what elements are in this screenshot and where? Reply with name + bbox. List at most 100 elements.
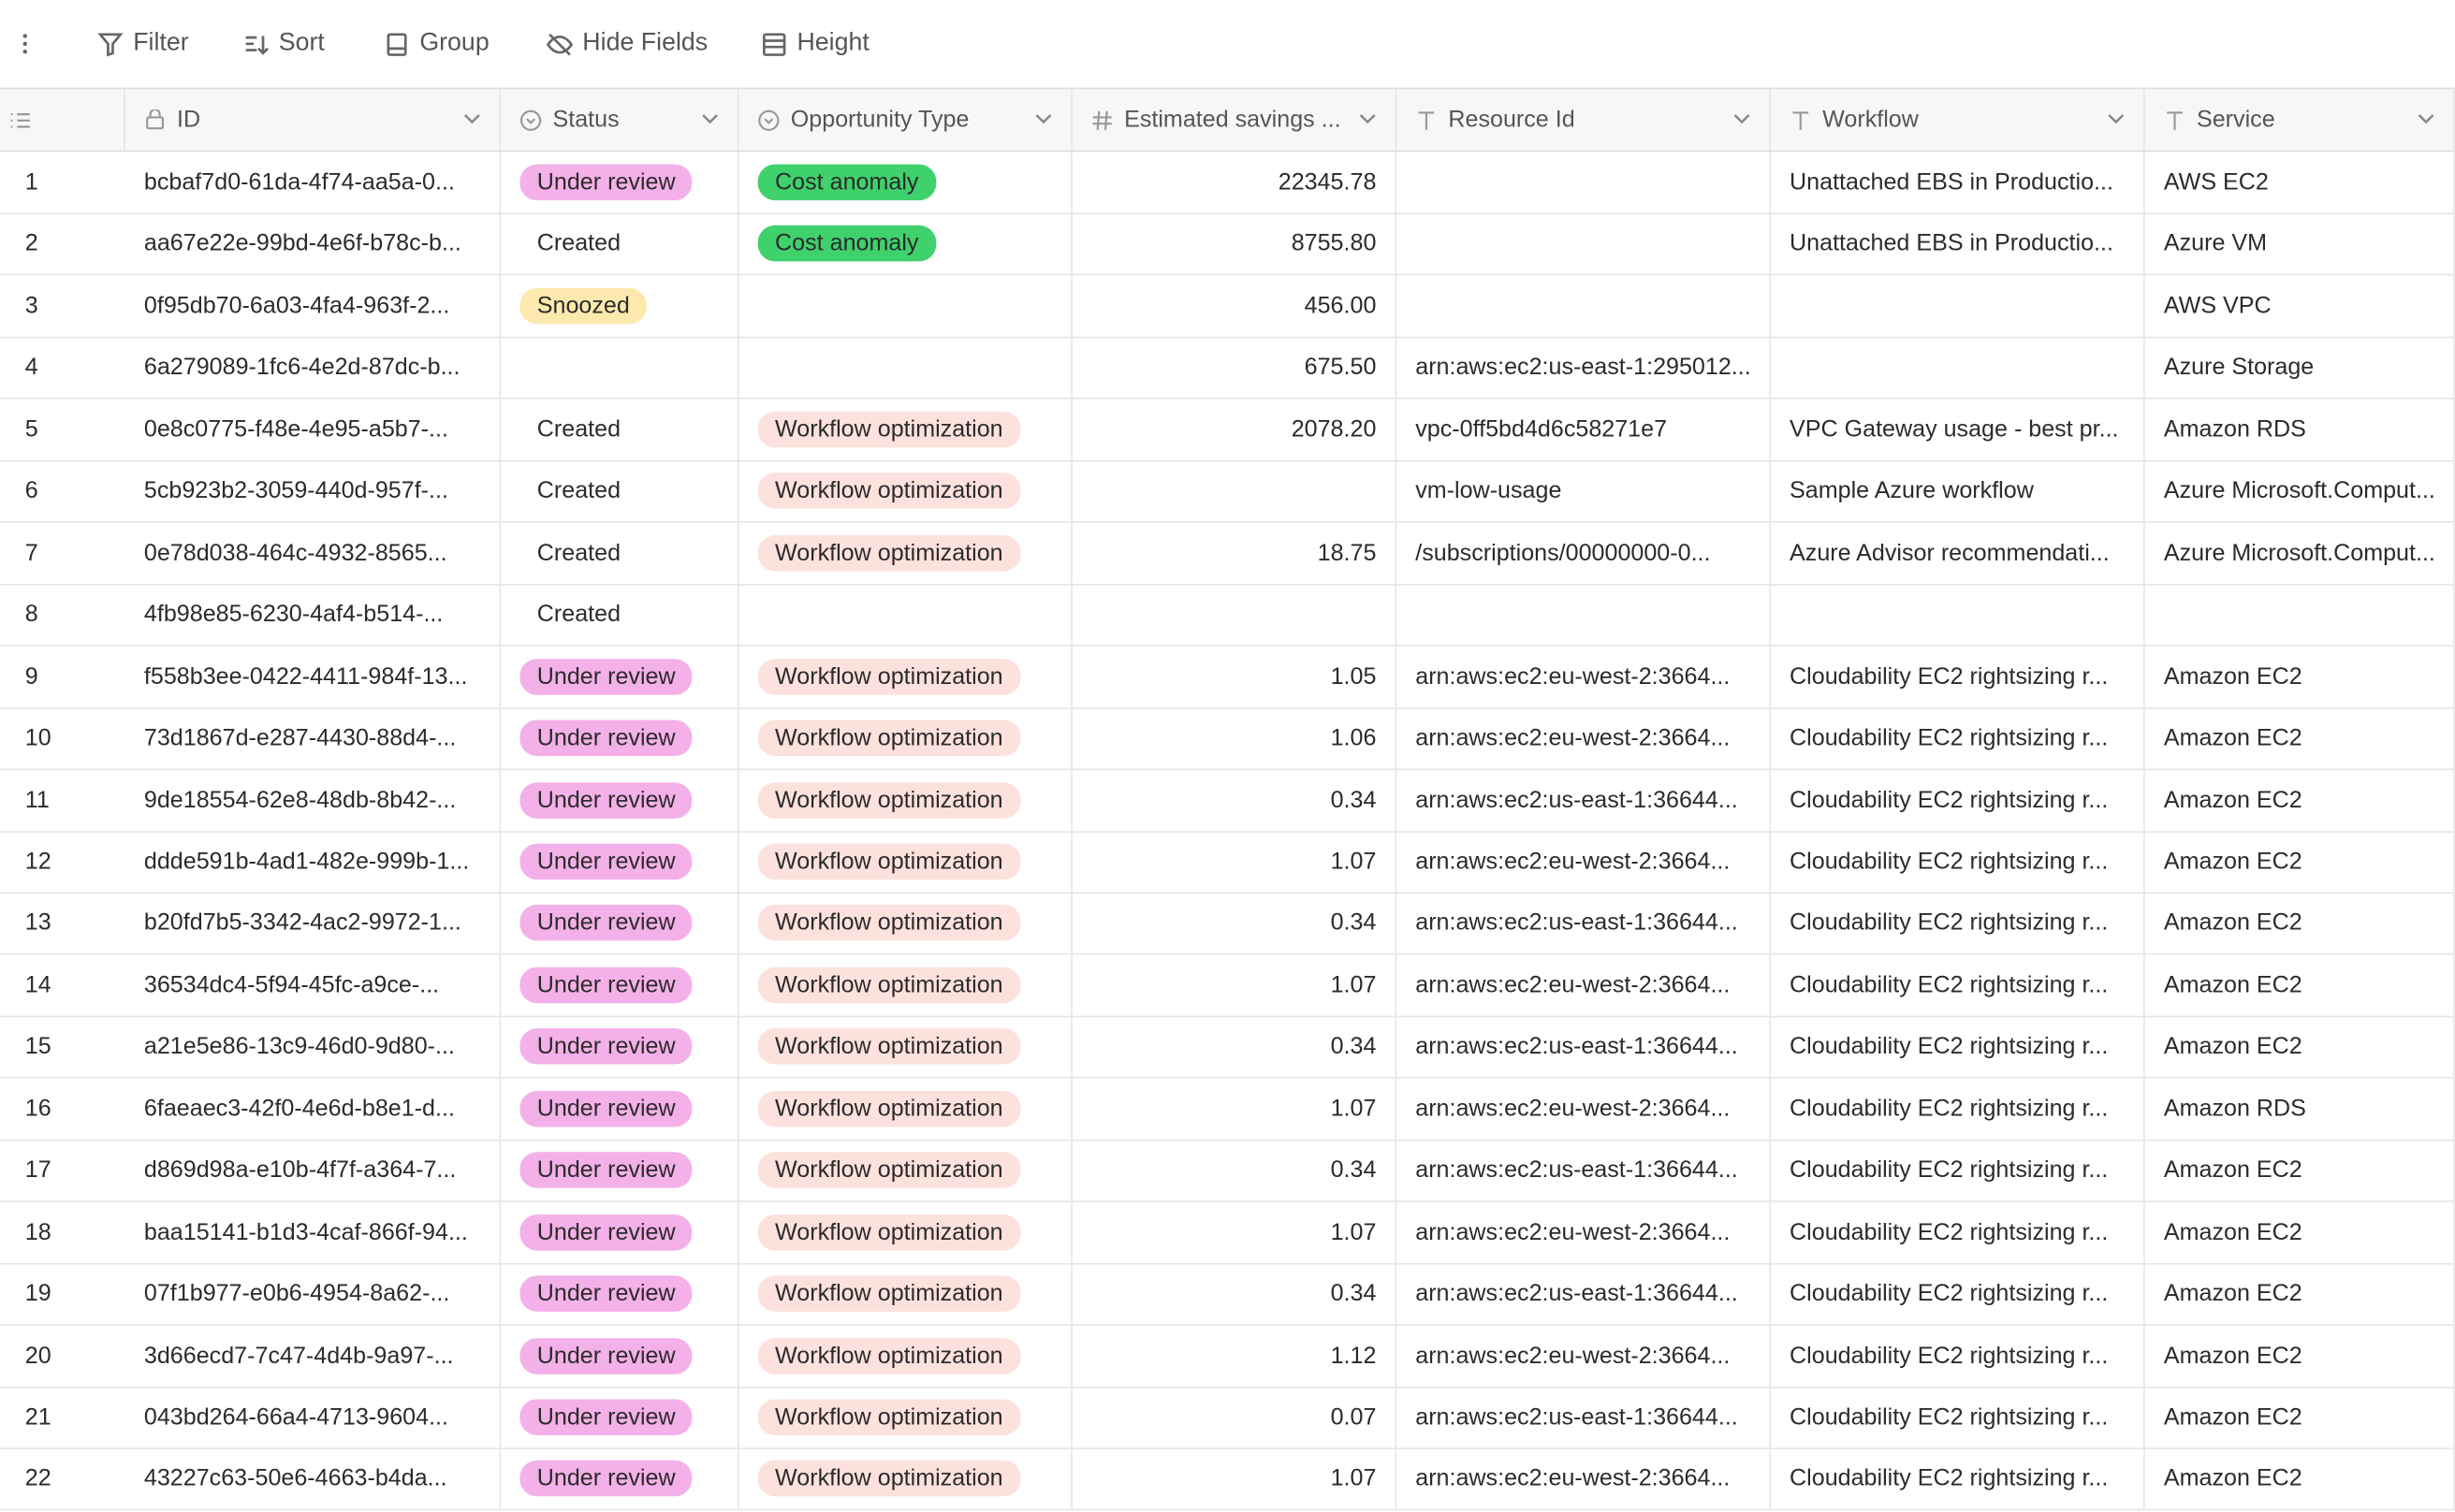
table-row[interactable]: 21 043bd264-66a4-4713-9604... Under review… (0, 1387, 2455, 1450)
column-menu-caret[interactable] (2418, 109, 2434, 126)
table-row[interactable]: 20 3d66ecd7-7c47-4d4b-9a97-... Under revie… (0, 1325, 2455, 1388)
status-tag: Under review (519, 720, 694, 757)
column-menu-caret[interactable] (2108, 109, 2125, 126)
table-row[interactable]: 15 a21e5e86-13c9-46d0-9d80-... Under revie… (0, 1016, 2455, 1080)
field-type-icon (146, 109, 165, 129)
workflow-text: Sample Azure workflow (1790, 477, 2034, 505)
savings-text: 18.75 (1317, 539, 1377, 567)
height-button[interactable]: Height (761, 28, 869, 59)
table-row[interactable]: 18 baa15141-b1d3-4caf-866f-94... Under rev… (0, 1201, 2455, 1265)
column-header[interactable]: ID (125, 89, 502, 151)
id-text: a21e5e86-13c9-46d0-9d80-... (143, 1033, 455, 1061)
workflow-cell: VPC Gateway usage - best pr... (1771, 399, 2145, 460)
type-tag: Workflow optimization (757, 843, 1021, 880)
table-row[interactable]: 2 aa67e22e-99bd-4e6f-b78c-b... Created Cost… (0, 213, 2455, 277)
status-tag: Under review (519, 967, 694, 1004)
id-cell: 0e8c0775-f48e-4e95-a5b7-... (125, 399, 502, 460)
savings-cell: 18.75 (1073, 522, 1397, 584)
id-cell: 07f1b977-e0b6-4954-8a62-... (125, 1263, 502, 1325)
table-row[interactable]: 11 9de18554-62e8-48db-8b42-... Under revie… (0, 769, 2455, 833)
column-menu-caret[interactable] (1035, 109, 1052, 126)
column-title: Service (2196, 106, 2275, 134)
column-header[interactable]: Status (501, 89, 739, 151)
savings-text: 1.07 (1330, 1465, 1377, 1492)
type-cell: Workflow optimization (739, 522, 1073, 584)
savings-text: 0.34 (1330, 1033, 1377, 1061)
savings-text: 1.07 (1330, 1095, 1377, 1123)
table-row[interactable]: 17 d869d98a-e10b-4f7f-a364-7... Under revi… (0, 1140, 2455, 1203)
column-header[interactable]: Workflow (1771, 89, 2145, 151)
savings-cell: 1.07 (1073, 1201, 1397, 1263)
table-row[interactable]: 14 36534dc4-5f94-45fc-a9ce-... Under revie… (0, 954, 2455, 1018)
table-row[interactable]: 8 4fb98e85-6230-4af4-b514-... Created (0, 584, 2455, 647)
resource-cell (1396, 584, 1771, 646)
savings-cell: 0.34 (1073, 1140, 1397, 1201)
column-header[interactable]: Resource Id (1396, 89, 1771, 151)
column-menu-caret[interactable] (463, 109, 480, 126)
service-text: Amazon EC2 (2163, 909, 2302, 938)
type-cell: Workflow optimization (739, 460, 1073, 522)
column-menu-caret[interactable] (701, 109, 719, 126)
column-title: Resource Id (1448, 106, 1575, 134)
status-cell: Under review (501, 1263, 739, 1325)
table-row[interactable]: 7 0e78d038-464c-4932-8565... Created Workfl… (0, 522, 2455, 586)
id-text: 0e8c0775-f48e-4e95-a5b7-... (143, 415, 448, 443)
savings-cell: 2078.20 (1073, 399, 1397, 460)
table-row[interactable]: 6 5cb923b2-3059-440d-957f-... Created Workf… (0, 460, 2455, 524)
service-text: AWS VPC (2163, 292, 2272, 320)
column-header[interactable]: Estimated savings ... (1073, 89, 1397, 151)
field-type-icon (1418, 110, 1435, 130)
type-tag: Cost anomaly (757, 164, 936, 201)
table-row[interactable]: 10 73d1867d-e287-4430-88d4-... Under revie… (0, 707, 2455, 771)
table-row[interactable]: 5 0e8c0775-f48e-4e95-a5b7-... Created Workf… (0, 399, 2455, 462)
row-number: 3 (24, 292, 38, 320)
table-row[interactable]: 4 6a279089-1fc6-4e2d-87dc-b... 675.50 arn:a… (0, 337, 2455, 400)
table-row[interactable]: 1 bcbaf7d0-61da-4f74-aa5a-0... Under revie… (0, 152, 2455, 215)
workflow-cell: Cloudability EC2 rightsizing r... (1771, 1078, 2145, 1140)
table-row[interactable]: 3 0f95db70-6a03-4fa4-963f-2... Snoozed 456.… (0, 275, 2455, 339)
row-number-cell: 13 (0, 893, 125, 953)
column-header[interactable]: Opportunity Type (739, 89, 1073, 151)
table-row[interactable]: 12 ddde591b-4ad1-482e-999b-1... Under revi… (0, 831, 2455, 894)
type-tag: Workflow optimization (757, 1275, 1021, 1312)
service-text: Amazon EC2 (2163, 1218, 2302, 1245)
hide-fields-button[interactable]: Hide Fields (546, 28, 708, 59)
savings-text: 22345.78 (1278, 168, 1377, 196)
sort-button[interactable]: Sort (242, 28, 325, 59)
type-tag: Cost anomaly (757, 225, 936, 263)
service-cell: Amazon EC2 (2145, 1016, 2455, 1078)
field-type-icon (1092, 109, 1112, 130)
status-tag: Under review (519, 781, 694, 819)
table-row[interactable]: 13 b20fd7b5-3342-4ac2-9972-1... Under revi… (0, 893, 2455, 956)
workflow-text: Cloudability EC2 rightsizing r... (1790, 909, 2109, 938)
type-cell: Cost anomaly (739, 213, 1073, 275)
table-row[interactable]: 22 43227c63-50e6-4663-b4da... Under review… (0, 1448, 2455, 1512)
column-menu-caret[interactable] (1733, 109, 1750, 126)
resource-text: vpc-0ff5bd4d6c58271e7 (1415, 415, 1668, 443)
filter-button[interactable]: Filter (97, 28, 189, 59)
type-tag: Workflow optimization (757, 1090, 1021, 1127)
status-text: Created (536, 539, 621, 567)
status-text: Created (536, 477, 621, 505)
row-number-cell: 20 (0, 1325, 125, 1386)
status-cell: Created (501, 213, 739, 275)
group-button[interactable]: Group (384, 28, 490, 59)
type-tag: Workflow optimization (757, 411, 1021, 448)
resource-cell: arn:aws:ec2:eu-west-2:3664... (1396, 1448, 1771, 1510)
table-row[interactable]: 16 6faeaec3-42f0-4e6d-b8e1-d... Under revi… (0, 1078, 2455, 1141)
row-number-cell: 9 (0, 646, 125, 706)
workflow-text: Azure Advisor recommendati... (1790, 539, 2110, 567)
status-text: Created (536, 415, 621, 443)
table-row[interactable]: 19 07f1b977-e0b6-4954-8a62-... Under revie… (0, 1263, 2455, 1327)
savings-cell: 1.07 (1073, 1078, 1397, 1140)
table-row[interactable]: 9 f558b3ee-0422-4411-984f-13... Under revi… (0, 646, 2455, 709)
id-text: bcbaf7d0-61da-4f74-aa5a-0... (143, 168, 455, 196)
column-menu-caret[interactable] (1359, 109, 1376, 126)
service-cell: Azure Storage (2145, 337, 2455, 399)
column-header[interactable]: Service (2145, 89, 2455, 151)
service-text: Azure Microsoft.Comput... (2163, 539, 2435, 567)
row-number-cell: 11 (0, 769, 125, 830)
more-icon[interactable] (19, 31, 31, 56)
service-text: Amazon EC2 (2163, 1342, 2302, 1369)
